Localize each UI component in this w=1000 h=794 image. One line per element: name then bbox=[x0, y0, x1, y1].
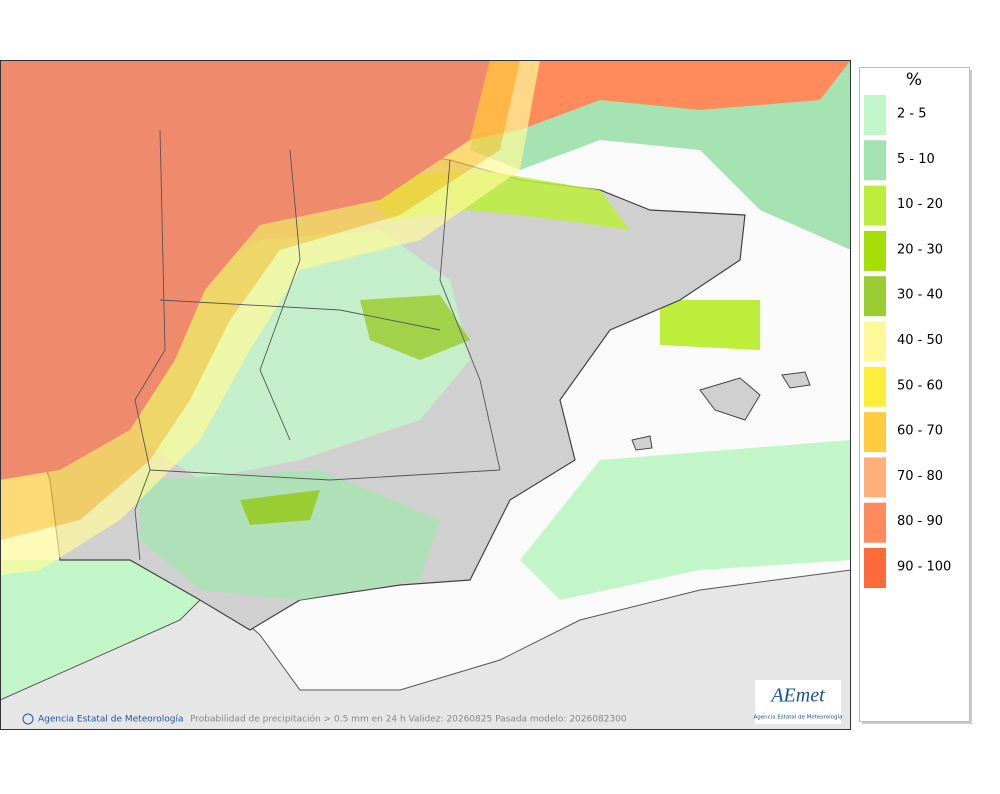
map: Agencia Estatal de Meteorología Probabil… bbox=[0, 60, 851, 730]
legend-items: 2 - 5 5 - 10 10 - 20 20 - 30 30 - 40 40 - 50 5… bbox=[864, 95, 951, 588]
legend-label: 10 - 20 bbox=[897, 197, 943, 212]
legend-label: 30 - 40 bbox=[897, 288, 943, 303]
caption: Probabilidad de precipitación > 0.5 mm e… bbox=[190, 714, 627, 725]
legend-label: 5 - 10 bbox=[897, 152, 935, 167]
legend-swatch bbox=[864, 276, 886, 317]
logo-subtitle: Agencia Estatal de Meteorología bbox=[754, 714, 843, 721]
legend-swatch bbox=[864, 548, 886, 588]
copyright-icon bbox=[22, 713, 34, 725]
legend-swatch bbox=[864, 366, 886, 407]
legend-swatch bbox=[864, 140, 886, 181]
legend-label: 20 - 30 bbox=[897, 242, 943, 257]
legend-swatch bbox=[864, 321, 886, 362]
map-frame bbox=[0, 60, 851, 730]
legend-swatch bbox=[864, 95, 886, 135]
legend-title: % bbox=[906, 70, 922, 90]
legend-label: 80 - 90 bbox=[897, 514, 943, 529]
legend-label: 2 - 5 bbox=[897, 107, 927, 122]
legend-label: 50 - 60 bbox=[897, 378, 943, 393]
legend-label: 70 - 80 bbox=[897, 469, 943, 484]
legend-swatch bbox=[864, 185, 886, 226]
credit: Agencia Estatal de Meteorología bbox=[38, 715, 184, 725]
legend-swatch bbox=[864, 457, 886, 498]
legend-label: 40 - 50 bbox=[897, 333, 943, 348]
legend-swatch bbox=[864, 230, 886, 271]
legend-label: 90 - 100 bbox=[897, 560, 951, 575]
legend-label: 60 - 70 bbox=[897, 424, 943, 439]
legend-swatch bbox=[864, 412, 886, 453]
legend-swatch bbox=[864, 502, 886, 543]
logo-name: AEmet bbox=[769, 685, 825, 707]
logo-box bbox=[755, 680, 841, 724]
